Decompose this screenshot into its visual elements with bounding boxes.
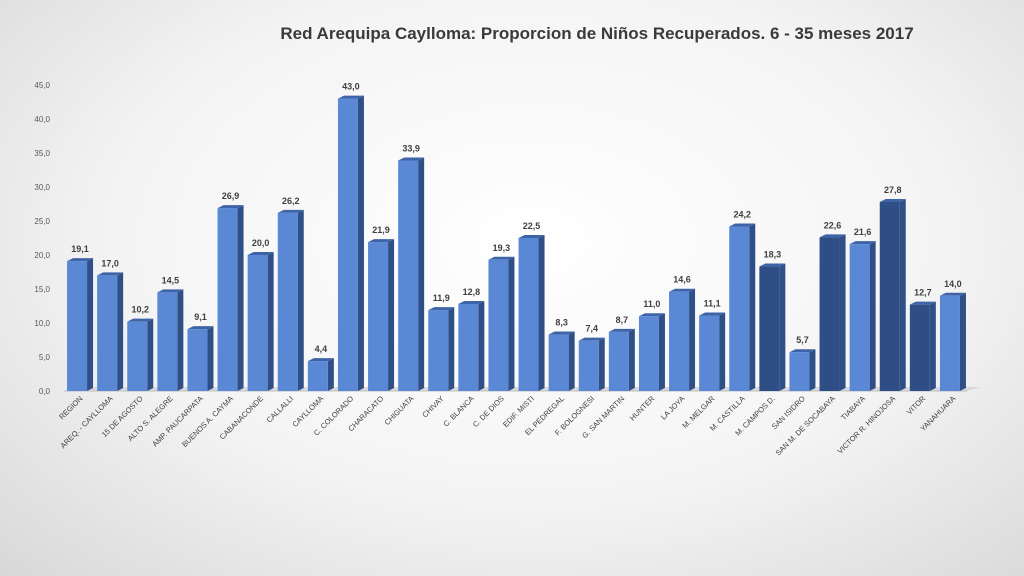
x-tick-label: SAN M. DE SOCABAYA — [774, 394, 837, 457]
data-label: 33,9 — [402, 143, 420, 153]
bar — [608, 328, 635, 391]
data-label: 20,0 — [252, 238, 270, 248]
y-tick-label: 35,0 — [34, 149, 50, 158]
x-tick-label: VICTOR R. HINOJOSA — [835, 394, 897, 456]
x-tick-label: AMP. PAUCARPATA — [150, 394, 205, 449]
y-tick-label: 20,0 — [34, 251, 50, 260]
data-label: 14,6 — [673, 275, 691, 285]
bar — [909, 301, 936, 391]
bar — [458, 300, 485, 391]
bar — [699, 312, 726, 391]
bar — [157, 289, 184, 391]
bar — [368, 239, 395, 391]
x-tick-label: REGION — [57, 394, 84, 421]
bar — [939, 292, 966, 391]
data-label: 11,0 — [643, 299, 660, 309]
data-label: 21,6 — [854, 227, 872, 237]
y-tick-label: 0,0 — [39, 387, 51, 396]
data-label: 26,9 — [222, 191, 240, 201]
data-label: 14,5 — [162, 275, 180, 285]
data-label: 8,3 — [555, 318, 568, 328]
data-label: 7,4 — [585, 324, 598, 334]
bar — [638, 313, 665, 391]
bar — [97, 272, 124, 391]
bar — [578, 337, 605, 391]
data-label: 8,7 — [616, 315, 629, 325]
data-label: 21,9 — [372, 225, 390, 235]
bar — [548, 331, 575, 391]
bar — [67, 258, 94, 391]
x-tick-label: BUENOS A. CAYMA — [180, 394, 235, 449]
bar — [428, 307, 455, 391]
x-tick-label: CHIVAY — [420, 394, 445, 419]
data-label: 18,3 — [764, 250, 782, 260]
chart-title: Red Arequipa Caylloma: Proporcion de Niñ… — [280, 24, 913, 43]
x-tick-label: AREQ. - CAYLLOMA — [58, 394, 114, 450]
x-tick-label: HUNTER — [628, 394, 657, 423]
bar — [127, 318, 154, 391]
bar — [759, 263, 786, 391]
y-tick-label: 45,0 — [34, 81, 50, 90]
data-label: 22,6 — [824, 220, 842, 230]
x-tick-label: TIABAYA — [839, 394, 867, 422]
data-label: 4,4 — [315, 344, 328, 354]
data-label: 26,2 — [282, 196, 300, 206]
y-tick-label: 15,0 — [34, 285, 50, 294]
x-tick-label: C. DE DIOS — [471, 394, 506, 429]
data-label: 14,0 — [944, 279, 962, 289]
data-label: 10,2 — [131, 305, 149, 315]
bar — [789, 349, 816, 391]
y-tick-label: 5,0 — [39, 353, 51, 362]
bar — [488, 256, 515, 391]
bar — [247, 252, 274, 391]
x-tick-label: LA JOYA — [659, 394, 686, 421]
y-tick-label: 10,0 — [34, 319, 50, 328]
data-label: 19,3 — [493, 243, 511, 253]
data-label: 17,0 — [101, 258, 119, 268]
data-label: 24,2 — [733, 209, 751, 219]
bar — [187, 326, 214, 391]
bar — [337, 95, 364, 391]
data-label: 11,9 — [433, 293, 450, 303]
bar — [819, 234, 846, 391]
bar — [398, 157, 425, 391]
bar — [849, 241, 876, 391]
data-label: 11,1 — [704, 299, 721, 309]
bar — [217, 205, 244, 391]
data-label: 5,7 — [796, 335, 809, 345]
x-tick-label: CHIGUATA — [383, 394, 416, 427]
y-tick-label: 40,0 — [34, 115, 50, 124]
data-label: 22,5 — [523, 221, 541, 231]
data-label: 12,7 — [914, 288, 932, 298]
x-tick-label: CALLALLI — [265, 394, 296, 425]
data-label: 27,8 — [884, 185, 902, 195]
bar — [669, 288, 696, 391]
data-label: 9,1 — [194, 312, 207, 322]
bar — [277, 209, 304, 391]
data-label: 12,8 — [463, 287, 481, 297]
data-label: 43,0 — [342, 82, 360, 92]
bar — [729, 223, 756, 391]
x-tick-label: VITOR — [905, 394, 928, 417]
bar — [518, 235, 545, 391]
y-tick-label: 30,0 — [34, 183, 50, 192]
bar — [307, 358, 334, 391]
data-label: 19,1 — [71, 244, 89, 254]
bar — [879, 198, 906, 391]
y-tick-label: 25,0 — [34, 217, 50, 226]
